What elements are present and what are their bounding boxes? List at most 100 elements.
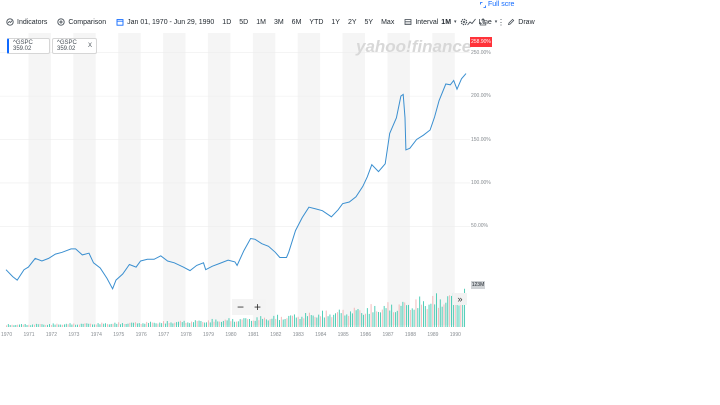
share-button[interactable] (479, 18, 487, 26)
volume-bar (351, 313, 353, 327)
date-range-label: Jan 01, 1970 - Jun 29, 1990 (127, 18, 215, 26)
chart-type-selector[interactable]: Line ▾ (466, 18, 497, 26)
volume-bar (264, 317, 265, 327)
volume-bar (118, 322, 120, 327)
volume-bar (191, 321, 193, 327)
volume-bar (402, 301, 404, 327)
zoom-in-button[interactable]: + (253, 300, 261, 314)
indicators-button[interactable]: Indicators (6, 18, 47, 26)
volume-bar (370, 304, 372, 327)
volume-bar (391, 304, 393, 327)
volume-bar (365, 313, 366, 327)
volume-bar (105, 323, 107, 327)
volume-bar (443, 304, 445, 327)
range-button-3m[interactable]: 3M (273, 18, 284, 26)
volume-bar (320, 316, 322, 327)
range-button-ytd[interactable]: YTD (309, 18, 324, 26)
volume-bar (350, 311, 351, 327)
volume-bar (148, 322, 150, 327)
volume-bar (422, 301, 424, 327)
volume-bar (372, 312, 374, 327)
volume-bar (78, 324, 80, 327)
range-button-1m[interactable]: 1M (256, 18, 266, 26)
interval-selector[interactable]: Interval 1M ▾ (404, 18, 457, 26)
volume-bar (168, 323, 170, 327)
volume-bar (183, 320, 185, 327)
volume-bar (88, 323, 90, 327)
volume-bar (200, 320, 202, 327)
volume-bar (359, 310, 361, 327)
volume-bar (451, 295, 452, 327)
volume-bar (299, 319, 301, 327)
volume-bar (166, 321, 168, 327)
volume-bar (342, 309, 344, 327)
volume-bar (47, 324, 49, 327)
x-tick-label: 1989 (427, 332, 439, 338)
range-button-max[interactable]: Max (381, 18, 395, 26)
volume-bar (157, 323, 159, 327)
volume-bar (206, 322, 207, 327)
volume-bar (344, 315, 346, 327)
year-band (163, 33, 186, 325)
draw-button[interactable]: Draw (507, 18, 535, 26)
range-button-1d[interactable]: 1D (222, 18, 232, 26)
volume-bar (258, 320, 260, 327)
x-tick-label: 1973 (68, 332, 80, 338)
range-button-5d[interactable]: 5D (239, 18, 249, 26)
volume-bar (335, 313, 337, 327)
range-button-2y[interactable]: 2Y (347, 18, 357, 26)
volume-bar (22, 324, 24, 327)
fullscreen-link[interactable]: Full scre (480, 1, 514, 8)
volume-bar (84, 323, 86, 327)
year-band (387, 33, 410, 325)
volume-bar (123, 324, 125, 327)
volume-bar (226, 320, 228, 327)
volume-bar (331, 317, 333, 327)
volume-bar (228, 318, 230, 327)
zoom-controls: − + (232, 299, 266, 315)
volume-bar (318, 314, 320, 327)
date-range-button[interactable]: Jan 01, 1970 - Jun 29, 1990 (116, 18, 214, 26)
price-chart[interactable]: yahoo!finance (0, 33, 505, 343)
volume-bar (215, 319, 217, 327)
yahoo-finance-watermark: yahoo!finance (355, 37, 471, 56)
scroll-to-latest-button[interactable]: » (453, 293, 467, 305)
volume-bar (110, 323, 112, 327)
comparison-label: Comparison (68, 18, 107, 26)
volume-bar (181, 322, 183, 327)
volume-bar (172, 323, 174, 327)
range-button-6m[interactable]: 6M (291, 18, 302, 26)
volume-bar (400, 305, 402, 327)
zoom-out-button[interactable]: − (236, 300, 244, 314)
volume-bar (426, 309, 428, 327)
volume-bar (189, 323, 191, 327)
chart-toolbar: Indicators Comparison Jan 01, 1970 - Jun… (0, 12, 535, 32)
x-tick-label: 1986 (360, 332, 372, 338)
volume-bar (164, 323, 166, 327)
volume-bar (368, 313, 370, 327)
comparison-button[interactable]: Comparison (57, 18, 106, 26)
volume-bar (52, 323, 54, 327)
symbol-pill-main[interactable]: ^GSPC 359.02 (7, 38, 50, 54)
range-button-5y[interactable]: 5Y (364, 18, 374, 26)
volume-bar (374, 305, 376, 327)
draw-label: Draw (518, 18, 535, 26)
volume-bar (381, 309, 383, 327)
year-band (118, 33, 141, 325)
volume-bar (357, 308, 359, 327)
volume-bar (125, 324, 127, 327)
volume-bar (32, 324, 34, 327)
volume-bar (265, 319, 267, 327)
plus-circle-icon (57, 18, 66, 26)
volume-bar (415, 299, 417, 327)
settings-button[interactable] (460, 18, 468, 26)
volume-bar (80, 323, 82, 327)
symbol-pill-compare[interactable]: ^GSPC 359.02 X (52, 38, 97, 54)
close-icon[interactable]: X (87, 43, 92, 49)
volume-bar (77, 324, 78, 327)
gear-icon (460, 18, 468, 26)
volume-bar (202, 322, 204, 327)
range-button-1y[interactable]: 1Y (331, 18, 340, 26)
line-chart-icon (466, 18, 476, 26)
more-button[interactable]: ⋮ (497, 18, 505, 27)
